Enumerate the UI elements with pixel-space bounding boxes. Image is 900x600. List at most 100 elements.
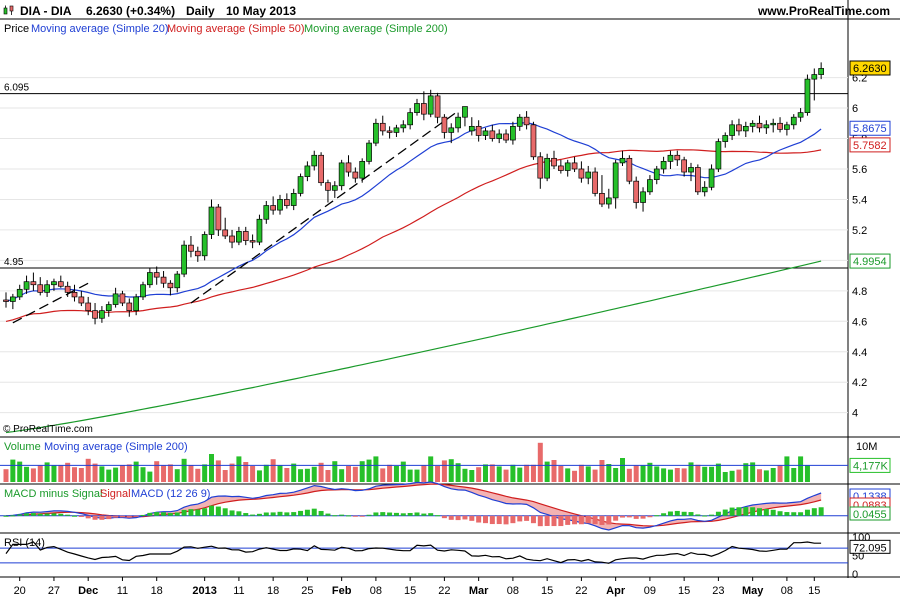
- candle-body: [475, 125, 482, 136]
- volume-bar: [599, 460, 605, 482]
- volume-bar: [674, 468, 680, 482]
- macd-histogram-bar: [407, 512, 413, 516]
- candle-body: [284, 199, 290, 206]
- candle-body: [359, 161, 366, 179]
- candle-body: [818, 68, 825, 75]
- volume-bar: [578, 464, 584, 482]
- volume-bar: [770, 468, 776, 482]
- volume-bar: [592, 469, 598, 482]
- candle-body: [633, 180, 640, 203]
- macd-histogram-bar: [17, 514, 23, 516]
- candle-body: [496, 133, 503, 139]
- candle-body: [551, 157, 557, 167]
- macd-hist-label: MACD minus Signal: [4, 488, 103, 500]
- price-tick-label: 4.8: [852, 286, 867, 298]
- price-tick-label: 4.6: [852, 316, 867, 328]
- macd-histogram-bar: [428, 513, 434, 516]
- macd-histogram-bar: [661, 513, 667, 516]
- candle-body: [373, 122, 379, 144]
- candle-body: [147, 272, 153, 286]
- volume-bar: [373, 456, 379, 482]
- macd-histogram-bar: [92, 515, 98, 520]
- legend-ma50[interactable]: Moving average (Simple 50): [167, 23, 305, 35]
- candle-body: [462, 106, 468, 118]
- candle-body: [201, 234, 208, 257]
- volume-bar: [428, 456, 434, 482]
- macd-histogram-bar: [229, 510, 235, 516]
- macd-histogram-bar: [188, 509, 194, 516]
- volume-bar: [30, 468, 36, 482]
- macd-histogram-bar: [126, 515, 132, 518]
- candle-body: [653, 168, 660, 180]
- candle-body: [797, 112, 804, 118]
- macd-histogram-bar: [620, 515, 625, 518]
- volume-bar: [633, 465, 639, 482]
- candle-body: [640, 191, 646, 203]
- macd-histogram-bar: [304, 509, 310, 516]
- candle-body: [434, 95, 441, 118]
- last-value-tag: [849, 137, 891, 153]
- volume-bar: [544, 461, 550, 482]
- candle-body: [263, 205, 270, 220]
- x-tick-label: 15: [541, 585, 553, 597]
- volume-bar: [757, 469, 762, 482]
- macd-histogram-bar: [633, 515, 639, 519]
- volume-tick-label: 10M: [856, 441, 877, 453]
- candle-body: [345, 162, 352, 173]
- volume-bar: [65, 462, 71, 482]
- macd-histogram-bar: [277, 511, 283, 516]
- macd-histogram-bar: [174, 512, 180, 516]
- candle-body: [523, 116, 530, 126]
- volume-bar: [359, 461, 365, 482]
- macd-histogram-bar: [400, 513, 406, 516]
- candle-body: [421, 103, 427, 115]
- candle-body: [167, 282, 174, 289]
- volume-title: Volume: [4, 441, 41, 453]
- candle-body: [592, 171, 598, 194]
- legend-ma200[interactable]: Moving average (Simple 200): [304, 23, 448, 35]
- candle-body: [133, 296, 139, 311]
- candle-body: [140, 284, 146, 298]
- macd-histogram-bar: [147, 512, 153, 516]
- macd-histogram-bar: [298, 510, 304, 516]
- macd-histogram-bar: [366, 514, 372, 516]
- macd-histogram-bar: [448, 515, 454, 520]
- candle-body: [10, 296, 16, 302]
- legend-ma20[interactable]: Moving average (Simple 20): [31, 23, 169, 35]
- volume-bar: [798, 456, 804, 482]
- macd-histogram-bar: [99, 515, 105, 520]
- candle-body: [366, 142, 372, 162]
- volume-last-tag: [849, 457, 891, 473]
- candle-body: [181, 244, 187, 275]
- candle-body: [297, 176, 304, 194]
- period-label: Daily: [186, 4, 215, 18]
- macd-histogram-bar: [161, 512, 167, 516]
- macd-histogram-bar: [510, 515, 516, 524]
- macd-histogram-bar: [736, 507, 742, 516]
- candle-body: [379, 122, 386, 132]
- price-tick-label: 5.6: [852, 164, 867, 176]
- candle-body: [37, 284, 44, 293]
- volume-bar: [640, 465, 646, 482]
- macd-histogram-bar: [243, 513, 249, 516]
- volume-bar: [743, 463, 749, 482]
- candle-body: [489, 130, 496, 139]
- volume-bar: [37, 465, 43, 482]
- macd-histogram-bar: [702, 515, 708, 517]
- macd-histogram-bar: [647, 515, 653, 518]
- candle-body: [742, 125, 749, 132]
- x-tick-label: Feb: [332, 585, 352, 597]
- volume-bar: [489, 464, 495, 482]
- macd-histogram-bar: [688, 512, 694, 516]
- x-tick-label: 18: [267, 585, 279, 597]
- macd-histogram-bar: [715, 511, 721, 516]
- candle-body: [325, 182, 331, 191]
- macd-histogram-bar: [674, 510, 680, 516]
- macd-histogram-bar: [263, 512, 269, 516]
- site-label[interactable]: www.ProRealTime.com: [757, 4, 890, 18]
- volume-ma-label[interactable]: Moving average (Simple 200): [44, 441, 188, 453]
- macd-histogram-bar: [606, 515, 612, 525]
- volume-bar: [380, 468, 386, 482]
- macd-histogram-bar: [441, 515, 447, 519]
- volume-bar: [181, 458, 187, 482]
